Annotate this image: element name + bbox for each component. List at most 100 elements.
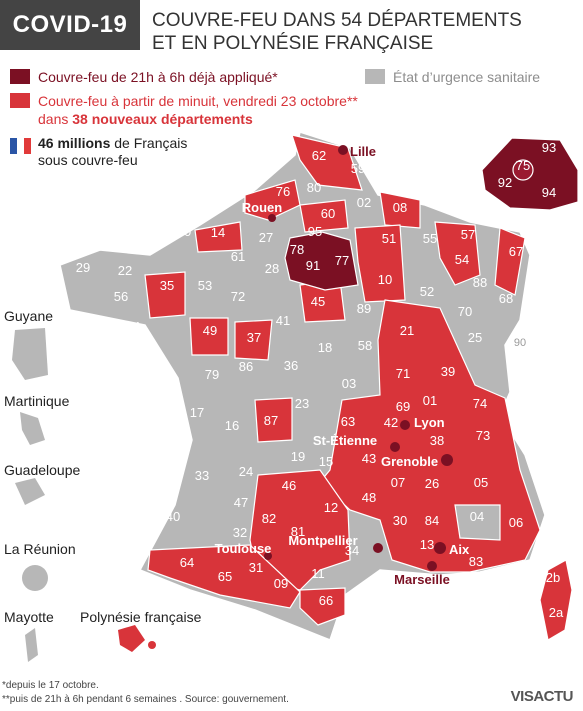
dept-label-46: 46 [282, 478, 296, 493]
dept-label-48: 48 [362, 490, 376, 505]
dept-label-31: 31 [249, 560, 263, 575]
dept-label-32: 32 [233, 525, 247, 540]
dept-label-68: 68 [499, 291, 513, 306]
legend-red-prefix: dans [38, 111, 73, 127]
population-line-1: 46 millions de Français [38, 135, 187, 152]
dept-label-41: 41 [276, 313, 290, 328]
legend-gray-swatch [365, 69, 385, 84]
page-title: COUVRE-FEU DANS 54 DÉPARTEMENTS ET EN PO… [152, 9, 522, 55]
dept-label-49: 49 [203, 323, 217, 338]
dept-label-80: 80 [307, 180, 321, 195]
dept-label-66: 66 [319, 593, 333, 608]
region-oise [299, 199, 349, 233]
brand-logo: VISACTU [510, 688, 574, 705]
territory-polynesie: Polynésie française [80, 609, 202, 625]
region-ile-de-france [284, 231, 359, 291]
dept-label-05: 05 [474, 475, 488, 490]
dept-label-15: 15 [319, 454, 333, 469]
dept-label-22: 22 [118, 263, 132, 278]
footnote-2: **puis de 21h à 6h pendant 6 semaines . … [2, 694, 289, 705]
region-indre-et-loire [234, 319, 273, 361]
population-bold: 46 millions [38, 135, 111, 151]
city-label-toulouse: Toulouse [215, 541, 272, 556]
dept-label-73: 73 [476, 428, 490, 443]
dept-label-24: 24 [239, 464, 253, 479]
city-label-lyon: Lyon [414, 415, 445, 430]
dept-label-34: 34 [345, 543, 359, 558]
dept-label-47: 47 [234, 495, 248, 510]
french-flag-icon [10, 138, 31, 154]
dept-label-79: 79 [205, 367, 219, 382]
region-bas-rhin [494, 227, 526, 296]
lille-dot [338, 145, 348, 155]
dept-label-63: 63 [341, 414, 355, 429]
dept-label-58: 58 [358, 338, 372, 353]
population-rest: de Français [110, 135, 188, 151]
legend-gray-label: État d’urgence sanitaire [393, 69, 541, 85]
dept-label-44: 44 [126, 319, 140, 334]
dept-label-10: 10 [378, 272, 392, 287]
guyane-shape [12, 328, 48, 380]
dept-label-56: 56 [114, 289, 128, 304]
montpellier-dot [373, 543, 383, 553]
toulouse-dot [264, 552, 272, 560]
dept-label-84: 84 [425, 513, 439, 528]
dept-label-78: 78 [290, 242, 304, 257]
dept-label-81: 81 [291, 524, 305, 539]
dept-label-74: 74 [473, 396, 487, 411]
dept-label-16: 16 [225, 418, 239, 433]
legend-red-line-2: dans 38 nouveaux départements [38, 110, 253, 128]
aix-dot [434, 542, 446, 554]
dept-label-82: 82 [262, 511, 276, 526]
dept-label-75: 75 [516, 158, 530, 173]
region-haute-vienne [254, 397, 293, 443]
dept-label-01: 01 [423, 393, 437, 408]
dept-label-77: 77 [335, 253, 349, 268]
dept-label-57: 57 [461, 227, 475, 242]
dept-label-60: 60 [321, 206, 335, 221]
region-east-centre [319, 299, 541, 573]
city-label-grenoble: Grenoble [381, 454, 438, 469]
dept-label-08: 08 [393, 200, 407, 215]
dept-label-94: 94 [542, 185, 556, 200]
dept-label-11: 11 [311, 566, 325, 581]
city-label-rouen: Rouen [242, 200, 283, 215]
dept-label-27: 27 [259, 230, 273, 245]
region-maine-et-loire [189, 317, 229, 356]
dept-label-14: 14 [211, 225, 225, 240]
city-labels: Lille Rouen Lyon St-Étienne Grenoble Montpell… [215, 144, 470, 587]
region-calvados [194, 221, 243, 253]
dept-label-72: 72 [231, 289, 245, 304]
region-pyrenees-orientales [299, 587, 346, 626]
polynesie-islet [148, 641, 156, 649]
guadeloupe-shape [15, 478, 45, 505]
dept-label-90: 90 [514, 337, 526, 349]
dept-label-51: 51 [382, 231, 396, 246]
dept-label-89: 89 [357, 301, 371, 316]
dept-label-45: 45 [311, 294, 325, 309]
dept-label-18: 18 [318, 340, 332, 355]
city-label-st-tienne: St-Étienne [313, 433, 377, 448]
dept-label-91: 91 [306, 258, 320, 273]
dept-label-03: 03 [342, 376, 356, 391]
dept-label-62: 62 [312, 148, 326, 163]
title-line-1: COUVRE-FEU DANS 54 DÉPARTEMENTS [152, 10, 522, 31]
dept-label-83: 83 [469, 554, 483, 569]
dept-label-35: 35 [160, 278, 174, 293]
polynesie-shape [118, 625, 145, 652]
city-label-lille: Lille [350, 144, 376, 159]
dept-label-59: 59 [351, 161, 365, 176]
dept-label-29: 29 [76, 260, 90, 275]
region-ille-et-vilaine [144, 271, 186, 319]
territory-la-reunion: La Réunion [4, 541, 76, 557]
flag-blue [10, 138, 17, 154]
population-text: 46 millions de Français sous couvre-feu [38, 135, 187, 169]
dept-label-85: 85 [140, 361, 154, 376]
dept-label-55: 55 [423, 231, 437, 246]
martinique-shape [20, 412, 45, 445]
dept-label-37: 37 [247, 330, 261, 345]
footnote-1: *depuis le 17 octobre. [2, 680, 99, 691]
dept-label-92: 92 [498, 175, 512, 190]
region-gray-04 [454, 504, 501, 541]
dept-label-21: 21 [400, 323, 414, 338]
